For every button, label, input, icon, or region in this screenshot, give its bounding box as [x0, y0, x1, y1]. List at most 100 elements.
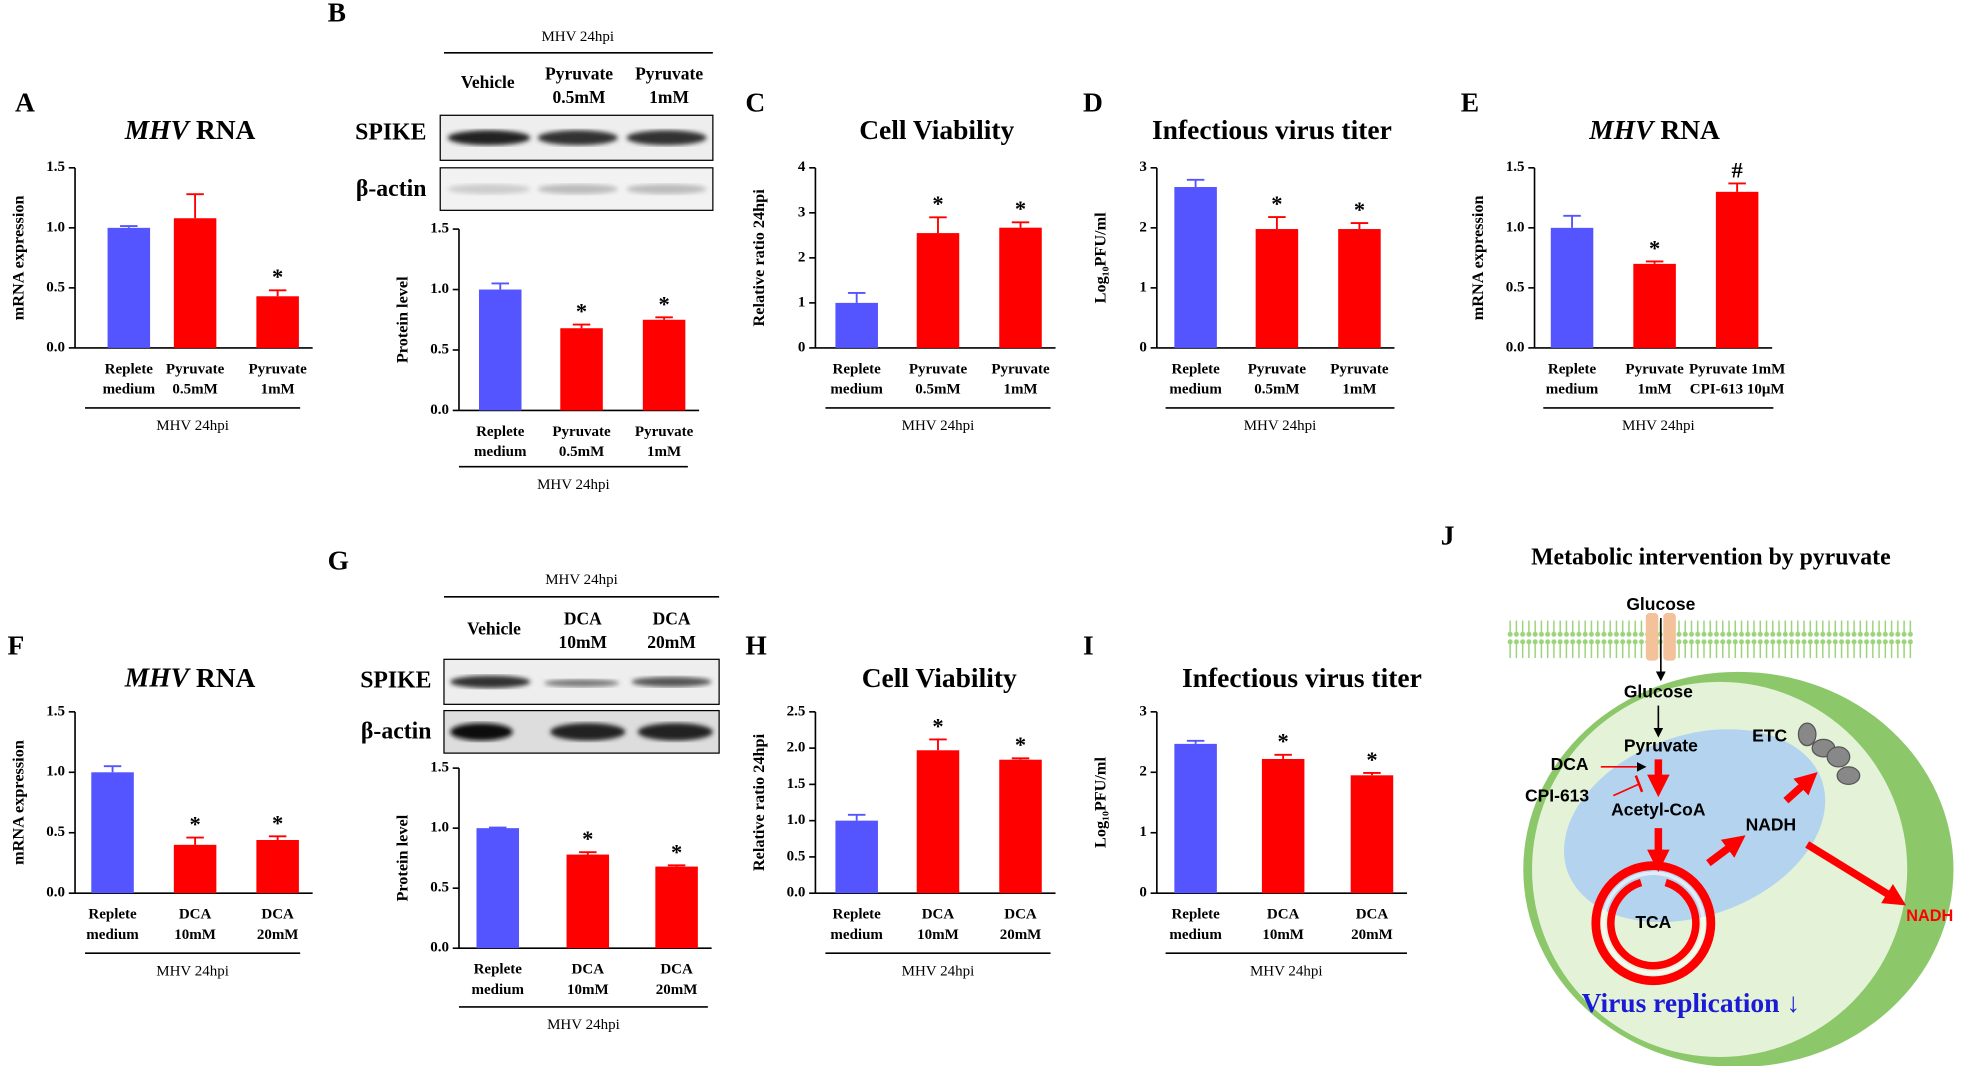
x-axis-label: MHV 24hpi: [537, 477, 610, 493]
error-bar: [572, 323, 591, 329]
error-bar: [1186, 739, 1205, 744]
chart-title: MHV RNA: [124, 114, 256, 145]
panel-letter: E: [1461, 87, 1479, 118]
blot-g: G MHV 24hpi Vehicle DCA 10mM DCA 20mM SPIK…: [328, 544, 720, 754]
lane-label: DCA 20mM: [647, 609, 696, 653]
significance: *: [658, 291, 669, 316]
error-bar: [1268, 216, 1286, 230]
bar: [1350, 775, 1394, 894]
y-tick-label: 0: [798, 339, 806, 355]
label: TCA: [1635, 912, 1671, 932]
chart-title: MHV RNA: [124, 662, 256, 693]
x-axis-label: MHV 24hpi: [1250, 963, 1323, 979]
x-tick-label: Replete medium: [86, 907, 139, 943]
error-bar: [488, 826, 507, 829]
x-tick-label: Pyruvate 1mM: [1330, 362, 1389, 398]
y-tick-label: 1.0: [46, 219, 65, 235]
row-label: β-actin: [361, 719, 432, 745]
x-tick-label: DCA 20mM: [257, 907, 299, 943]
bar: [1255, 229, 1299, 348]
arrow: [1783, 772, 1818, 804]
band: [537, 184, 618, 195]
y-tick-label: 0.5: [46, 824, 65, 840]
significance: *: [1649, 235, 1660, 260]
x-tick-label: Pyruvate 1mM: [248, 362, 307, 398]
bar: [256, 296, 299, 348]
error-bar: [929, 216, 947, 234]
x-tick-label: Replete medium: [103, 362, 156, 398]
error-bar: [929, 738, 947, 751]
band: [631, 676, 712, 687]
significance: *: [1015, 196, 1026, 221]
transporter: [1645, 613, 1659, 661]
bar: [1261, 758, 1305, 894]
arrow: [1706, 835, 1746, 867]
y-tick-label: 0.0: [1506, 339, 1525, 355]
y-tick-label: 0.0: [46, 885, 65, 901]
lane-label: Vehicle: [467, 619, 521, 639]
y-tick-label: 2: [1139, 219, 1147, 235]
x-axis-label: MHV 24hpi: [1244, 418, 1317, 434]
x-tick-label: DCA 20mM: [656, 962, 698, 998]
y-axis-label: mRNA expression: [10, 740, 28, 865]
x-tick-label: Replete medium: [830, 907, 883, 943]
x-tick-label: Pyruvate 0.5mM: [552, 424, 611, 460]
tca-cycle: [1601, 871, 1706, 976]
label: CPI-613: [1525, 786, 1589, 806]
diagram-title: Metabolic intervention by pyruvate: [1531, 545, 1891, 571]
tca-cycle: [1607, 876, 1700, 970]
error-bar: [1274, 753, 1292, 759]
error-bar: [120, 225, 138, 228]
x-tick-label: Pyruvate 0.5mM: [909, 362, 968, 398]
bar: [999, 759, 1042, 894]
x-tick-label: DCA 10mM: [917, 907, 959, 943]
y-tick-label: 1.0: [430, 820, 449, 836]
chart-title: MHV RNA: [1588, 114, 1720, 145]
y-tick-label: 0.5: [430, 341, 449, 357]
bar: [1715, 191, 1759, 348]
y-tick-label: 0.0: [430, 940, 449, 956]
significance: *: [932, 191, 943, 216]
bar: [107, 227, 151, 348]
band: [637, 723, 713, 741]
x-tick-label: DCA 20mM: [1000, 907, 1042, 943]
error-bar: [491, 282, 510, 290]
lane-label: Pyruvate 1mM: [635, 63, 703, 107]
band: [447, 184, 531, 195]
blot-header: MHV 24hpi: [541, 29, 614, 45]
y-axis-label: Protein level: [394, 814, 412, 901]
error-bar: [1728, 182, 1746, 192]
row-label: SPIKE: [355, 119, 426, 145]
significance: *: [1271, 191, 1282, 216]
label: ETC: [1752, 725, 1787, 745]
error-bar: [103, 765, 122, 773]
band: [626, 184, 707, 195]
panel-letter: H: [745, 629, 766, 660]
bar: [1174, 743, 1217, 894]
chart-title: Infectious virus titer: [1182, 662, 1422, 693]
tca-cycle: [1591, 861, 1716, 986]
y-tick-label: 1.5: [46, 703, 65, 719]
significance: *: [576, 299, 587, 324]
y-tick-label: 1.5: [1506, 159, 1525, 175]
y-tick-label: 1.5: [46, 159, 65, 175]
band: [537, 130, 618, 146]
error-bar: [847, 813, 866, 821]
error-bar: [186, 836, 204, 845]
error-bar: [655, 316, 673, 320]
label: Virus replication ↓: [1582, 987, 1800, 1018]
x-tick-label: Replete medium: [1169, 907, 1222, 943]
y-tick-label: 1: [798, 294, 806, 310]
error-bar: [847, 292, 866, 303]
y-tick-label: 1.0: [46, 764, 65, 780]
error-bar: [667, 864, 686, 867]
bar: [566, 854, 610, 949]
y-axis-label: Relative ratio 24hpi: [750, 189, 768, 327]
error-bar: [268, 835, 287, 840]
membrane: [1507, 620, 1914, 659]
row-label: β-actin: [356, 176, 427, 202]
error-bar: [579, 851, 597, 855]
x-tick-label: Replete medium: [1546, 362, 1599, 398]
error-bar: [268, 289, 287, 297]
x-tick-label: DCA 10mM: [174, 907, 216, 943]
